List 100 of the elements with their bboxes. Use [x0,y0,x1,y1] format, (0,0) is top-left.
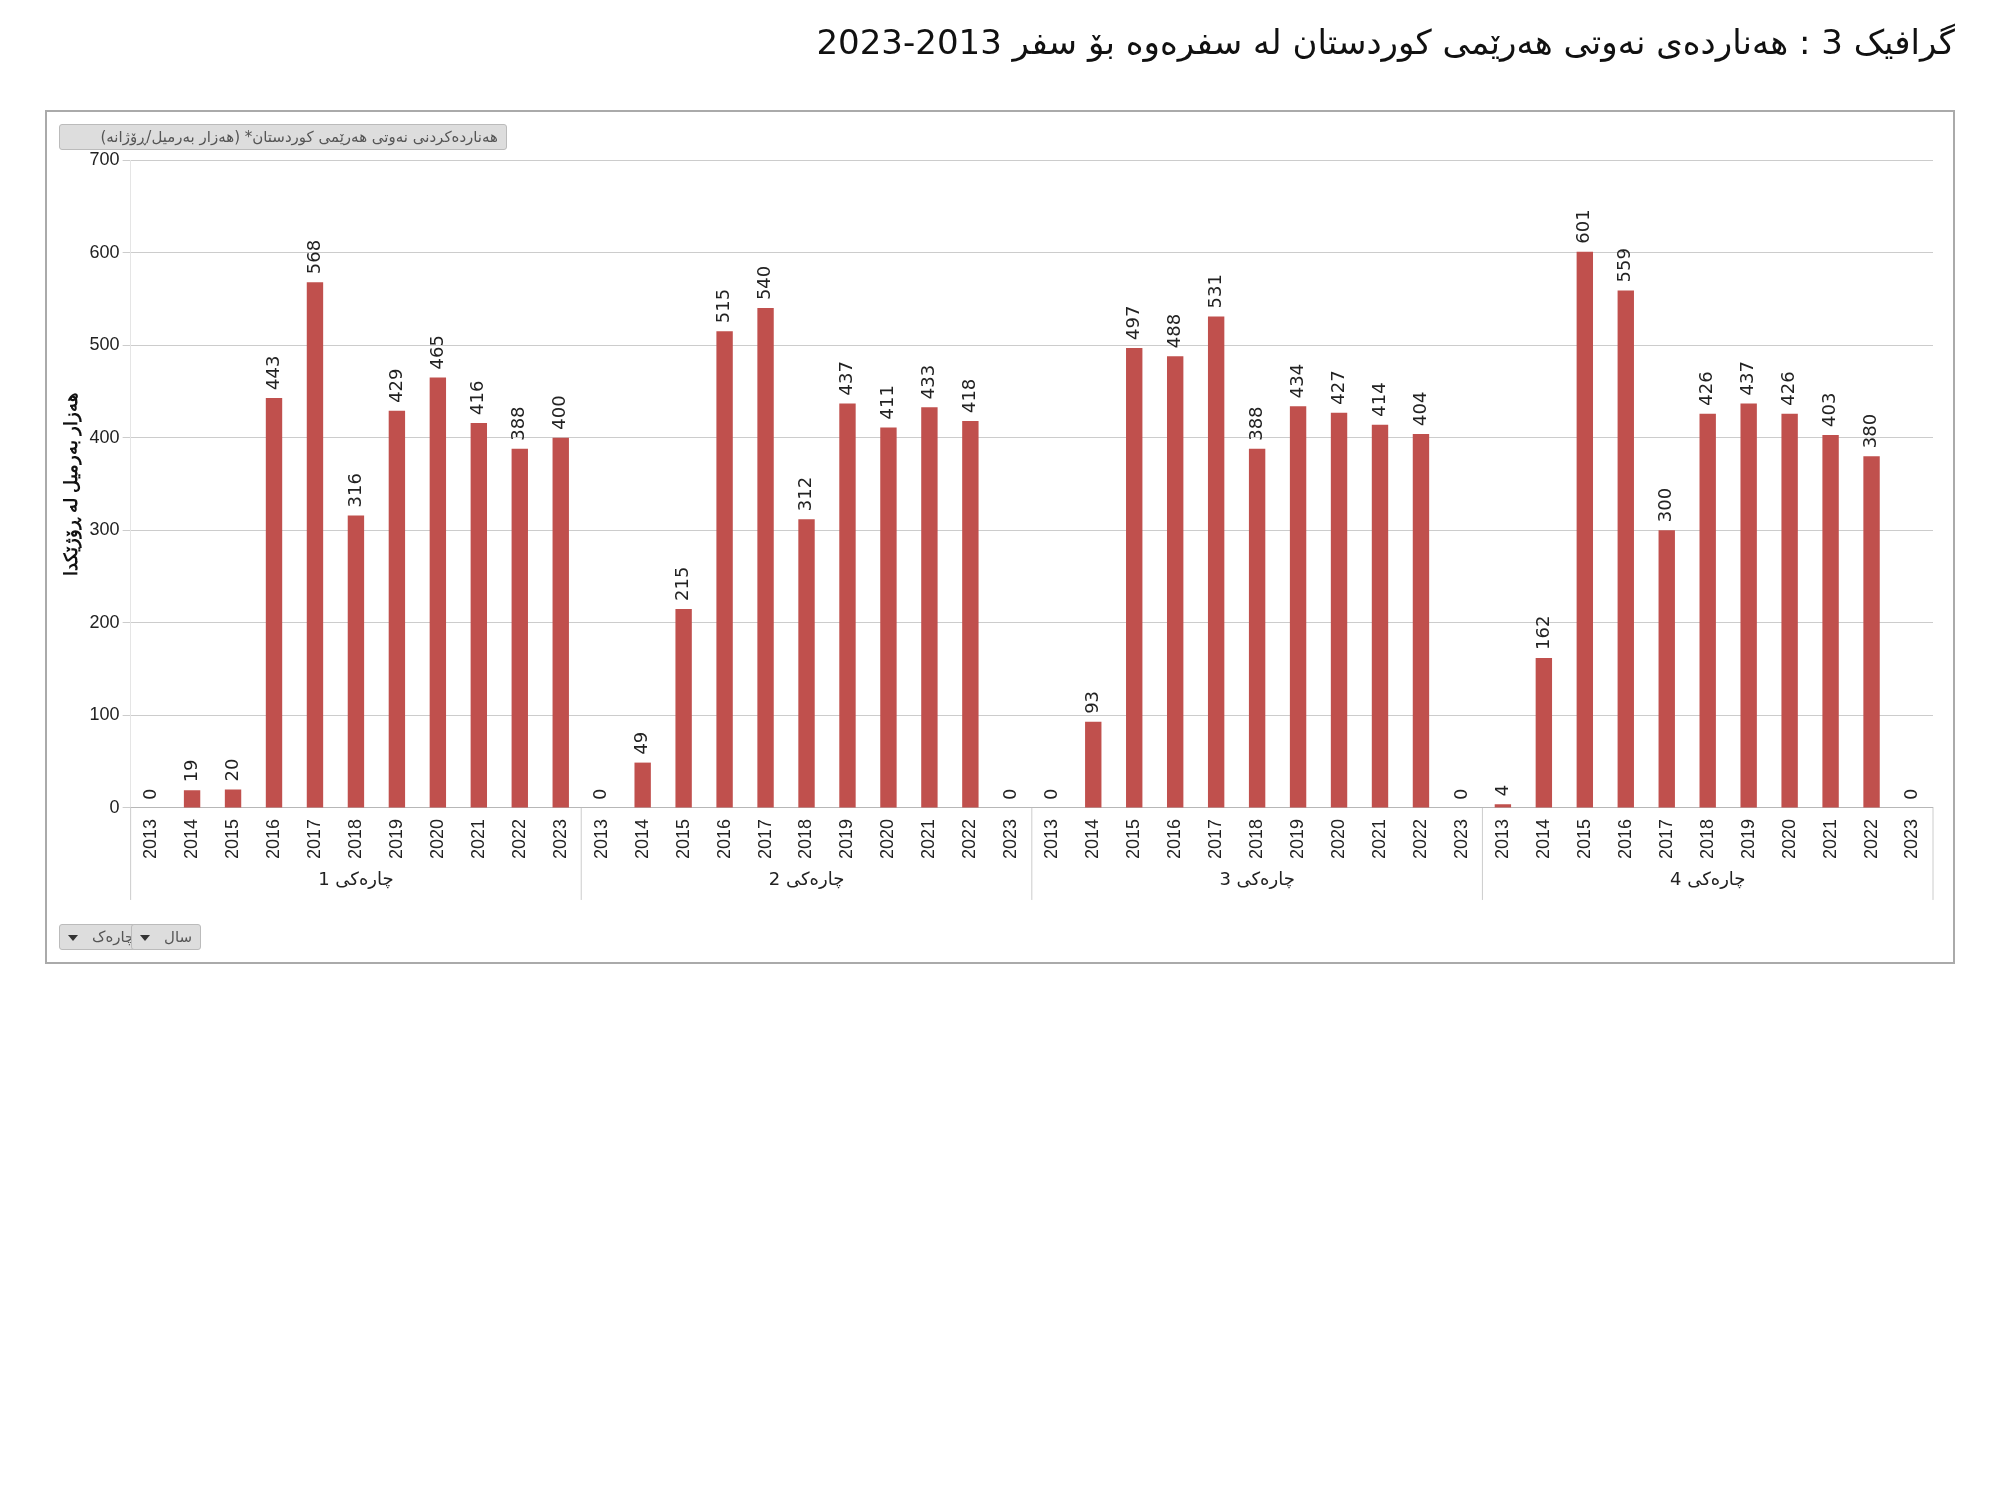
bar [1658,530,1675,808]
data-label: 0 [1900,788,1922,800]
bar [1617,290,1634,808]
bar [1248,448,1266,808]
x-tick-label: 2014 [1082,818,1103,859]
x-tick-label: 2016 [1614,818,1635,859]
x-tick-label: 2013 [140,818,161,859]
bar [839,403,856,808]
data-label: 531 [1203,274,1225,309]
bar [1699,413,1716,808]
y-tick-label: 400 [89,426,120,447]
bar [716,331,733,808]
text: سال [164,928,193,946]
data-label: 215 [671,566,693,601]
x-tick-label: 2017 [303,818,324,859]
data-label: 437 [835,361,857,396]
y-tick-label: 600 [89,241,120,262]
bar [798,519,815,808]
data-label: 388 [1244,406,1266,441]
bar [1412,433,1430,808]
x-tick-label: 2013 [590,818,611,859]
bar [962,421,979,808]
bar [1085,721,1102,808]
data-label: 416 [466,380,488,415]
data-label: 540 [753,265,775,301]
data-label: 429 [384,368,406,403]
x-tick-label: 2014 [631,818,652,859]
bar [347,515,365,808]
data-label: 414 [1367,382,1389,417]
data-label: 403 [1818,392,1840,427]
data-label: 0 [138,788,160,800]
data-label: 0 [1039,788,1061,800]
x-tick-label: 2022 [1409,818,1430,859]
chart-title: گرافیک 3 : هەناردەی نەوتی هەرێمی کوردستان لە سفرەوە بۆ سفر 2013-2023 [816,22,1955,62]
x-tick-label: 2020 [1778,818,1799,859]
x-tick-label: 2021 [918,818,939,859]
bar [1289,406,1307,808]
bar [1207,316,1225,808]
y-tick-label: 200 [89,611,120,632]
x-tick-label: 2020 [1328,818,1349,859]
data-label: 316 [343,473,365,508]
bar [1494,804,1512,808]
x-tick-label: 2015 [672,818,693,859]
data-label: 300 [1654,487,1676,523]
x-tick-label: 2021 [1368,818,1389,859]
x-tick-label: 2018 [1696,818,1717,859]
y-tick-label: 0 [109,796,120,817]
data-label: 20 [220,758,242,782]
x-tick-label: 2020 [877,818,898,859]
bar [1863,456,1880,808]
x-tick-label: 2015 [222,818,243,859]
bar [552,437,569,808]
x-tick-label: 2023 [1000,818,1021,859]
data-label: 0 [589,788,611,800]
data-label: 0 [1449,788,1471,800]
y-tick-label: 300 [89,519,120,540]
bar [1166,356,1184,808]
data-label: 0 [999,788,1021,800]
y-tick-label: 700 [89,148,120,169]
bar [880,427,897,808]
x-tick-label: 2021 [467,818,488,859]
data-label: 49 [630,731,652,755]
text: چارەکی 4 [1669,867,1746,889]
data-label: 443 [261,355,283,390]
data-label: 93 [1080,690,1102,714]
bar [388,410,406,808]
x-tick-label: 2017 [1205,818,1226,859]
x-tick-label: 2017 [1655,818,1676,859]
text: چارەکی 3 [1219,867,1295,889]
data-label: 312 [794,476,816,512]
bar [1535,658,1553,808]
x-tick-label: 2015 [1123,818,1144,859]
data-label: 434 [1285,363,1307,399]
x-tick-label: 2013 [1041,818,1062,859]
bar [183,790,201,808]
bar [1740,403,1757,808]
x-tick-label: 2022 [508,818,529,859]
bar [1371,424,1389,808]
bar [1576,251,1594,808]
data-label: 427 [1326,370,1348,405]
y-tick-label: 500 [89,334,120,355]
y-tick-label: 100 [89,704,120,725]
x-tick-label: 2020 [426,818,447,859]
x-tick-label: 2016 [262,818,283,859]
bar [634,762,651,808]
x-tick-label: 2019 [1287,818,1308,859]
data-label: 437 [1736,361,1758,396]
x-tick-label: 2015 [1573,818,1594,859]
bar [429,377,447,808]
data-label: 162 [1531,615,1553,650]
bar [921,407,938,808]
x-tick-label: 2018 [795,818,816,859]
x-tick-label: 2018 [344,818,365,859]
bar [1781,413,1798,808]
data-label: 400 [548,395,570,430]
data-label: 568 [302,239,324,275]
x-tick-label: 2022 [1860,818,1881,859]
data-label: 426 [1695,371,1717,406]
data-label: 19 [179,759,201,783]
data-label: 426 [1777,371,1799,406]
